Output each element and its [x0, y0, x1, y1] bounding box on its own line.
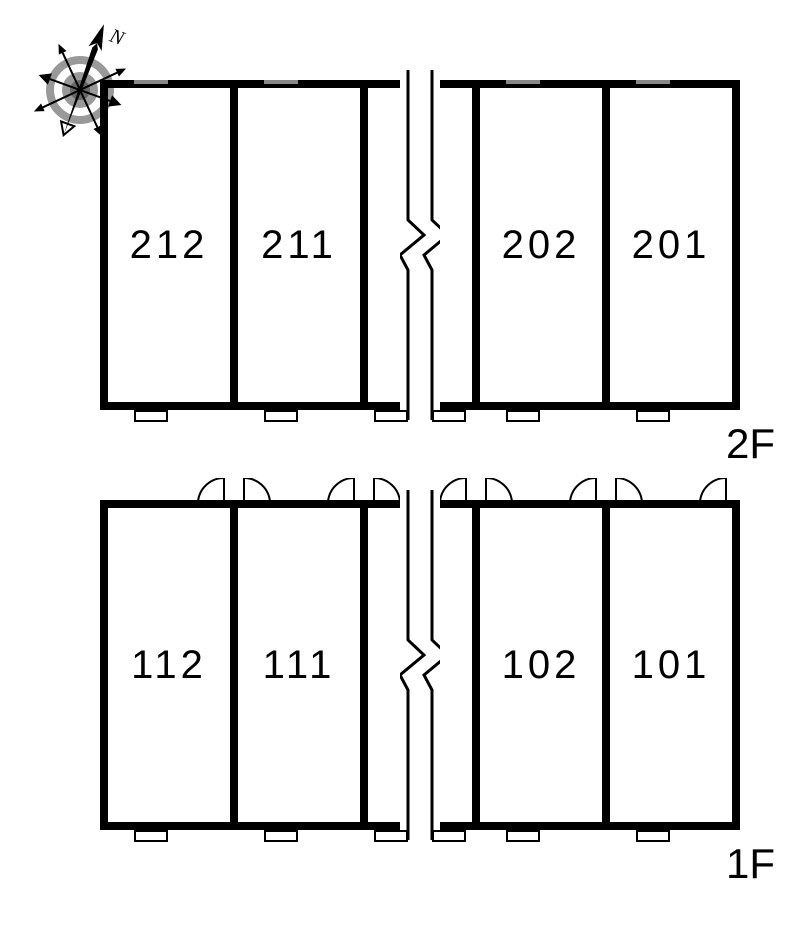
door-tab [506, 830, 540, 842]
unit-label: 111 [263, 643, 336, 688]
unit-label: 101 [632, 643, 711, 688]
unit-201: 201 [606, 84, 736, 406]
unit-label: 201 [632, 223, 711, 268]
floor-2f: 212 211 202 201 [100, 80, 740, 410]
unit-212: 212 [104, 84, 234, 406]
unit-111: 111 [234, 504, 364, 826]
unit-label: 112 [131, 643, 207, 688]
floor-label-2f: 2F [726, 420, 775, 468]
unit-102: 102 [476, 504, 606, 826]
door-tab [506, 410, 540, 422]
door-tab [134, 830, 168, 842]
door-tab [264, 830, 298, 842]
door-tab [374, 410, 408, 422]
unit-112: 112 [104, 504, 234, 826]
door-tab [636, 410, 670, 422]
door-tab [264, 410, 298, 422]
unit-211: 211 [234, 84, 364, 406]
compass-n-label: N [106, 24, 129, 50]
floor-1f: 112 111 102 101 [100, 500, 740, 830]
floor-label-1f: 1F [726, 840, 775, 888]
unit-label: 102 [502, 643, 581, 688]
section-break [400, 70, 440, 420]
unit-label: 202 [502, 223, 581, 268]
unit-202: 202 [476, 84, 606, 406]
unit-label: 211 [261, 223, 337, 268]
section-break [400, 490, 440, 840]
door-tab [374, 830, 408, 842]
unit-label: 212 [130, 223, 209, 268]
door-tab [432, 410, 466, 422]
door-tab [134, 410, 168, 422]
door-tab [636, 830, 670, 842]
unit-101: 101 [606, 504, 736, 826]
door-tab [432, 830, 466, 842]
